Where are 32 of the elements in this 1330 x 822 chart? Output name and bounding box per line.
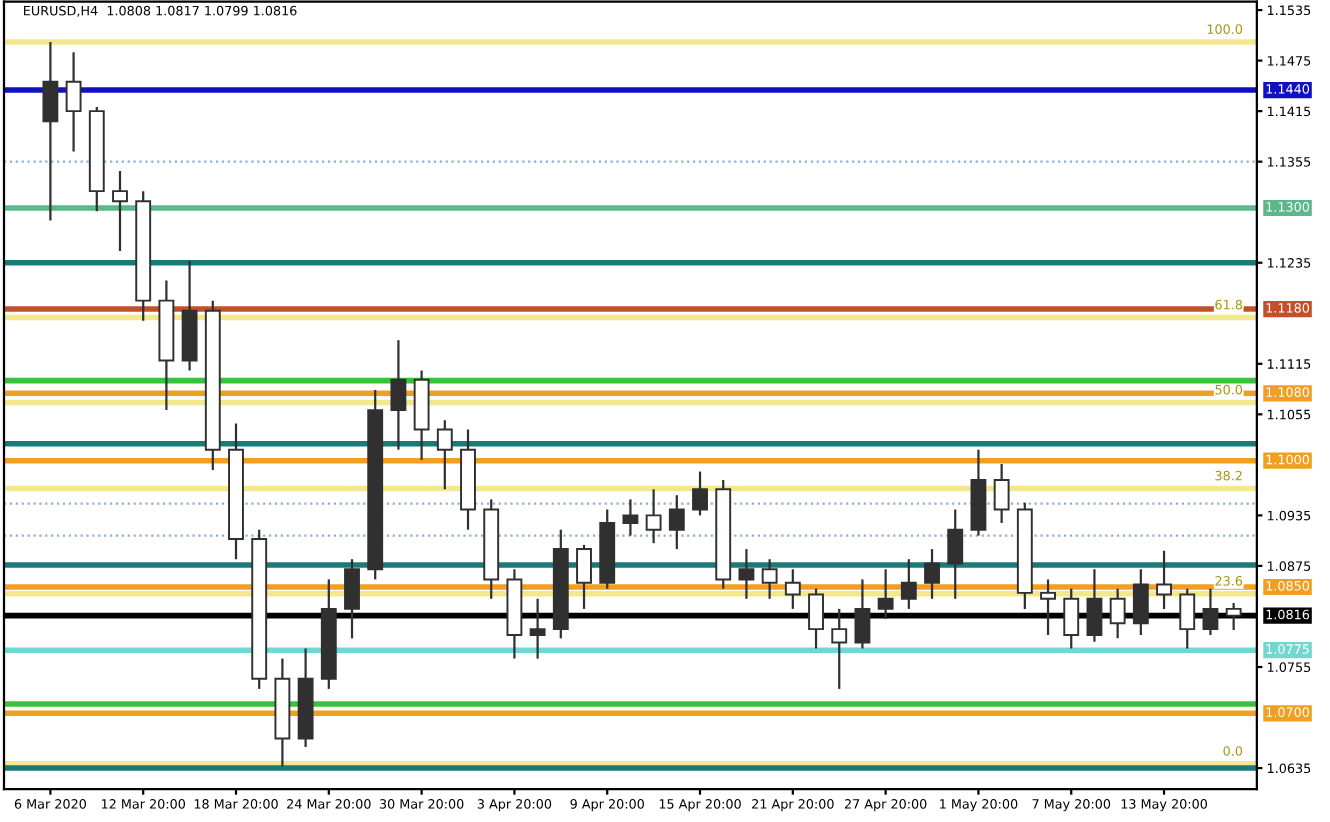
- candlestick: [529, 597, 546, 660]
- candlestick: [877, 568, 894, 621]
- candlestick: [1040, 578, 1056, 637]
- candlestick: [576, 543, 592, 610]
- candlestick: [112, 169, 128, 253]
- candlestick: [1109, 587, 1126, 640]
- candlestick: [784, 568, 801, 610]
- candlestick: [1063, 587, 1080, 650]
- candlestick: [436, 419, 453, 491]
- candlestick: [761, 558, 778, 600]
- candlestick: [993, 462, 1010, 525]
- candlestick: [622, 498, 639, 537]
- candlestick: [65, 51, 82, 153]
- candlestick: [1179, 587, 1196, 650]
- candlestick: [808, 587, 824, 650]
- candlestick: [390, 339, 407, 451]
- candlestick: [42, 40, 59, 222]
- candlestick: [1225, 601, 1242, 632]
- candlestick: [900, 558, 917, 610]
- candlestick: [692, 470, 708, 517]
- candlestick: [738, 547, 755, 600]
- candlestick: [344, 558, 360, 640]
- candlestick: [1132, 568, 1149, 637]
- candlestick: [854, 578, 871, 650]
- candlestick: [1086, 568, 1103, 643]
- candlestick: [1202, 587, 1219, 637]
- candlestick: [668, 494, 685, 551]
- candlestick: [831, 607, 848, 691]
- candlestick: [947, 508, 964, 600]
- candlestick: [645, 488, 662, 545]
- candlestick: [924, 547, 940, 600]
- candlestick: [1156, 549, 1172, 610]
